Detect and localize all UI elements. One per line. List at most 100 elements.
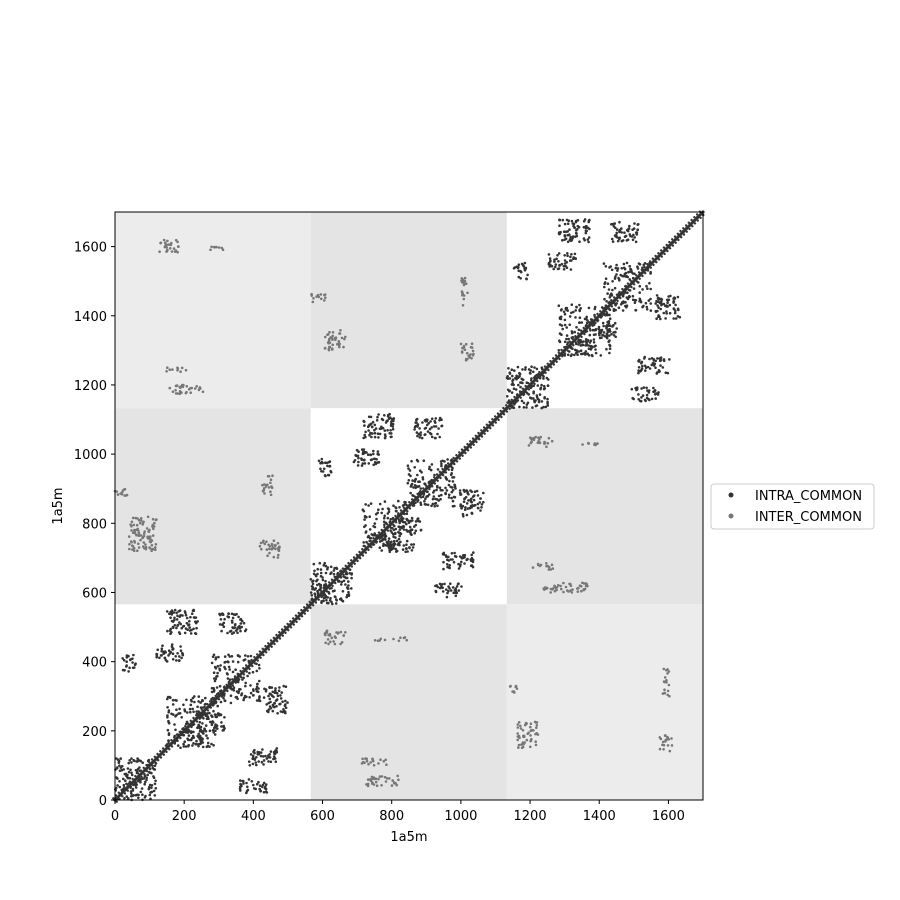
intra-common-point	[271, 703, 275, 707]
intra-common-point	[540, 373, 543, 376]
intra-common-point	[444, 464, 448, 467]
intra-common-point	[447, 589, 450, 593]
intra-common-point	[472, 551, 475, 554]
inter-common-point	[587, 442, 590, 445]
intra-common-point	[370, 425, 374, 429]
inter-common-point	[137, 531, 141, 535]
intra-common-point	[175, 659, 178, 662]
intra-common-point	[566, 341, 570, 344]
inter-common-point	[312, 297, 315, 300]
intra-common-point	[439, 497, 442, 501]
intra-common-point	[625, 296, 629, 299]
intra-common-point	[510, 368, 514, 372]
y-tick-label: 600	[82, 586, 107, 601]
intra-common-point	[175, 738, 179, 742]
intra-common-point	[440, 424, 443, 428]
intra-common-point	[429, 468, 433, 472]
intra-common-point	[560, 353, 564, 357]
intra-common-point	[331, 589, 335, 593]
intra-common-point	[383, 534, 387, 538]
intra-common-point	[393, 524, 396, 528]
intra-common-point	[480, 506, 483, 509]
intra-common-point	[159, 756, 163, 759]
inter-common-point	[177, 245, 180, 248]
intra-common-point	[561, 218, 565, 222]
intra-common-point	[186, 737, 189, 740]
intra-common-point	[569, 255, 572, 259]
intra-common-point	[191, 734, 195, 738]
intra-common-point	[363, 515, 367, 519]
inter-common-point	[545, 564, 548, 568]
intra-common-point	[624, 301, 627, 304]
intra-common-point	[618, 279, 621, 282]
inter-common-point	[344, 335, 347, 339]
intra-common-point	[405, 512, 409, 515]
inter-common-point	[580, 589, 583, 593]
intra-common-point	[188, 619, 191, 623]
intra-common-point	[421, 477, 425, 481]
intra-common-point	[170, 631, 173, 634]
intra-common-point	[640, 387, 643, 390]
intra-common-point	[269, 639, 273, 642]
intra-common-point	[563, 353, 566, 357]
intra-common-point	[622, 266, 626, 270]
inter-common-point	[265, 540, 268, 543]
intra-common-point	[653, 389, 657, 392]
intra-common-point	[254, 761, 257, 764]
intra-common-point	[453, 588, 457, 592]
intra-common-point	[115, 757, 118, 760]
intra-common-point	[450, 552, 454, 555]
intra-common-point	[614, 335, 617, 339]
intra-common-point	[179, 645, 182, 648]
inter-common-point	[538, 437, 541, 441]
intra-common-point	[189, 738, 192, 742]
inter-common-point	[377, 762, 380, 765]
intra-common-point	[570, 330, 574, 333]
inter-common-point	[382, 760, 386, 763]
intra-common-point	[582, 340, 585, 343]
intra-common-point	[380, 511, 384, 515]
intra-common-point	[451, 499, 455, 503]
inter-common-point	[199, 387, 202, 390]
inter-common-point	[399, 636, 402, 639]
inter-common-point	[174, 249, 178, 252]
intra-common-point	[553, 260, 556, 263]
intra-common-point	[218, 623, 222, 626]
intra-common-point	[525, 381, 529, 385]
inter-common-point	[392, 637, 395, 641]
intra-common-point	[125, 774, 128, 778]
intra-common-point	[609, 265, 612, 268]
intra-common-point	[567, 337, 570, 341]
intra-common-point	[368, 433, 371, 437]
x-tick-label: 800	[379, 809, 404, 824]
intra-common-point	[613, 321, 617, 325]
intra-common-point	[538, 370, 541, 374]
intra-common-point	[400, 526, 404, 530]
intra-common-point	[357, 456, 360, 460]
intra-common-point	[480, 429, 483, 432]
intra-common-point	[191, 707, 194, 711]
intra-common-point	[394, 536, 397, 539]
intra-common-point	[243, 658, 247, 661]
intra-common-point	[578, 309, 581, 313]
inter-common-point	[664, 740, 667, 743]
inter-common-point	[323, 299, 326, 302]
intra-common-point	[276, 640, 279, 643]
inter-common-point	[332, 640, 335, 643]
intra-common-point	[384, 543, 387, 547]
intra-common-point	[613, 286, 617, 290]
intra-common-point	[620, 227, 623, 230]
inter-common-point	[520, 743, 523, 746]
inter-common-point	[369, 761, 373, 764]
inter-common-point	[342, 345, 345, 349]
intra-common-point	[563, 323, 567, 327]
intra-common-point	[696, 219, 699, 222]
intra-common-point	[392, 544, 396, 548]
intra-common-point	[452, 560, 456, 564]
intra-common-point	[574, 351, 578, 355]
intra-common-point	[366, 453, 370, 457]
intra-common-point	[320, 457, 324, 461]
inter-common-point	[176, 369, 179, 372]
intra-common-point	[314, 574, 318, 578]
intra-common-point	[232, 679, 236, 683]
